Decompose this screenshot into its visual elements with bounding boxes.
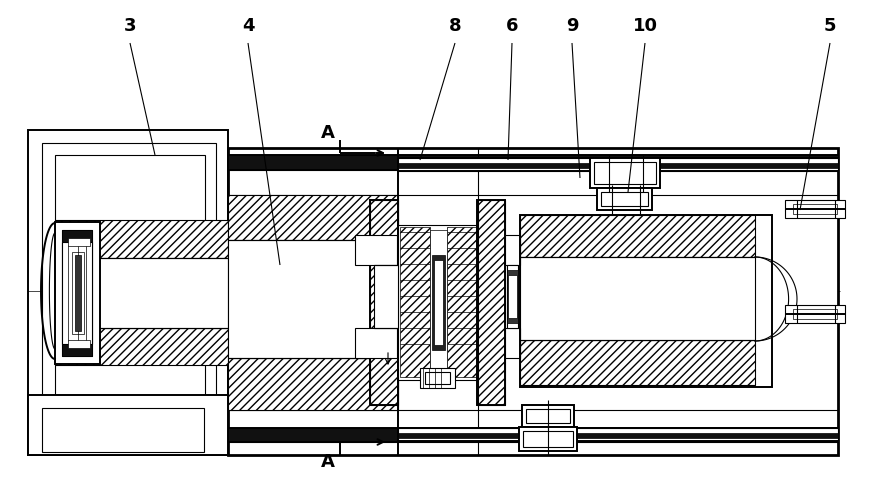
Bar [28,395,228,455]
Bar [432,255,445,350]
Bar [519,427,577,451]
Text: A: A [321,124,335,142]
Bar [68,340,90,348]
Text: 3: 3 [124,17,136,35]
Bar [447,227,477,377]
Bar [601,192,648,206]
Text: A: A [321,453,335,471]
Bar [370,200,398,405]
Bar [520,215,755,257]
Bar [28,130,228,455]
Bar [522,405,574,427]
Bar [520,340,755,385]
Bar [55,328,228,365]
Bar [477,200,505,405]
Text: 9: 9 [566,17,578,35]
Bar [55,258,228,328]
Bar [228,155,838,170]
Bar [42,143,216,441]
Bar [793,309,837,319]
Bar [594,162,656,184]
Bar [793,204,837,214]
Bar [42,408,204,452]
Bar [68,238,90,246]
Bar [55,220,228,258]
Bar [228,195,398,240]
Bar [228,428,838,442]
Bar [55,155,205,428]
Bar [398,163,838,168]
Bar [398,225,478,380]
Bar [75,255,81,331]
Bar [228,240,398,358]
Bar [507,270,518,323]
Bar [62,230,92,242]
Bar [370,200,398,405]
Bar [62,242,92,344]
Bar [62,230,92,356]
Bar [228,358,398,410]
Bar [398,428,838,441]
Bar [785,305,845,323]
Text: 8: 8 [449,17,461,35]
Bar [434,260,443,345]
Bar [400,227,430,377]
Bar [507,265,518,328]
Bar [590,158,660,188]
Bar [597,188,652,210]
Bar [62,344,92,356]
Bar [520,215,772,387]
Bar [785,200,845,218]
Bar [477,200,505,405]
Bar [430,230,447,374]
Bar [505,235,520,265]
Bar [72,252,84,334]
Bar [228,148,838,455]
Text: 10: 10 [632,17,658,35]
Bar [523,431,573,447]
Bar [55,222,100,364]
Bar [355,235,397,265]
Text: 4: 4 [242,17,254,35]
Bar [505,328,520,358]
Bar [374,265,398,328]
Bar [398,433,838,438]
Bar [355,328,397,358]
Bar [508,275,517,318]
Bar [526,409,570,423]
Text: 6: 6 [506,17,518,35]
Bar [425,372,450,384]
Bar [398,158,838,171]
Bar [520,257,755,340]
Text: 5: 5 [824,17,836,35]
Bar [420,368,455,388]
